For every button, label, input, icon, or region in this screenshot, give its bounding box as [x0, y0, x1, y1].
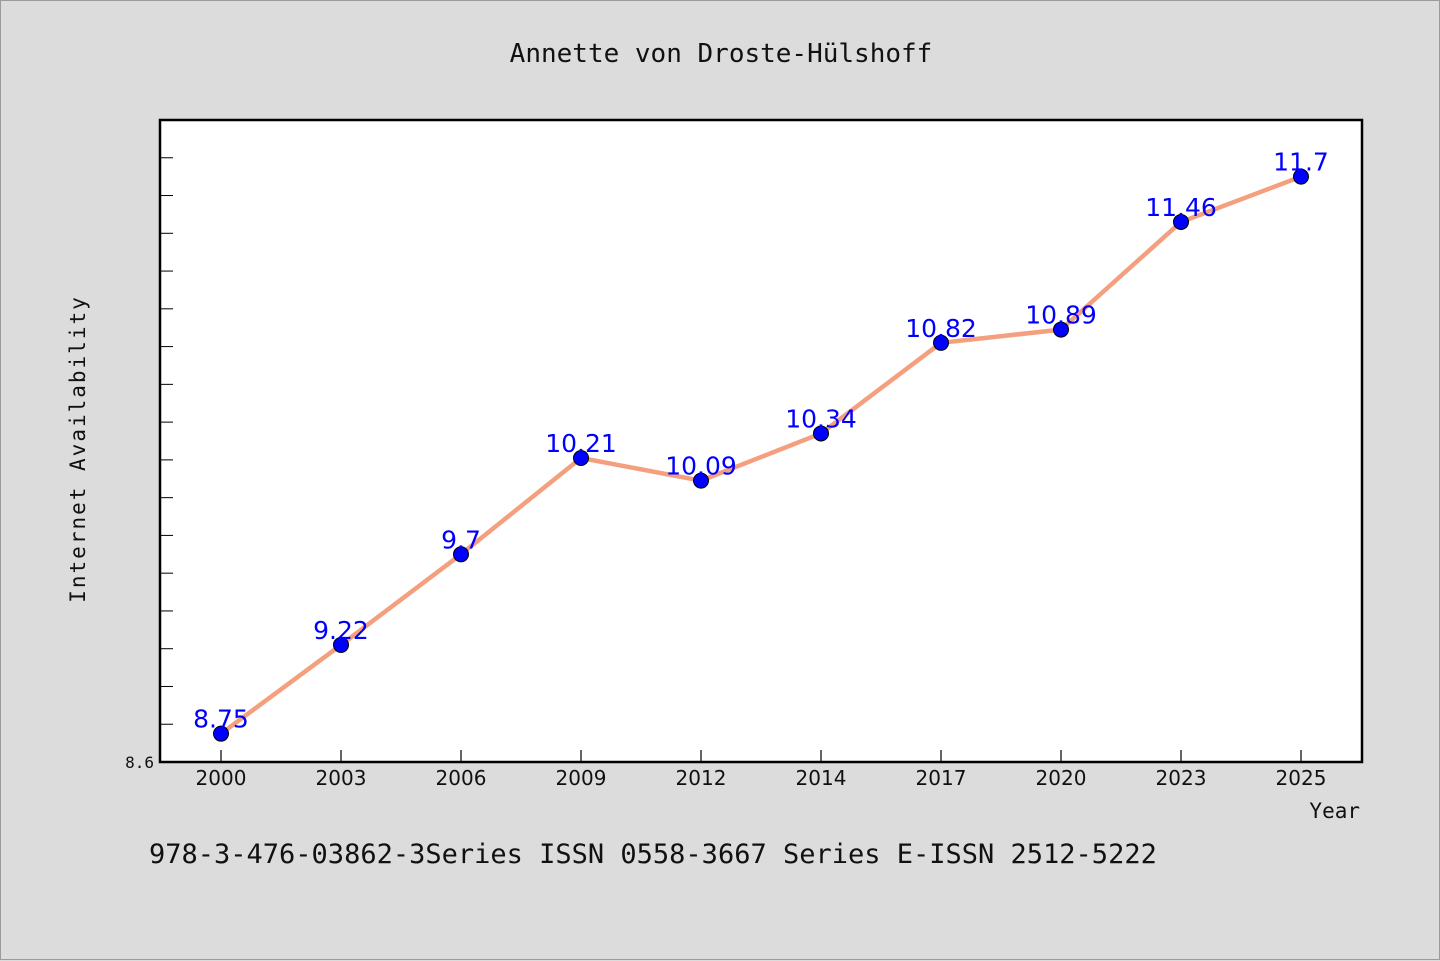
data-label: 10.89	[1025, 301, 1097, 330]
data-point	[1293, 168, 1309, 185]
x-tick-label: 2017	[916, 766, 967, 790]
data-label: 10.21	[545, 429, 617, 458]
footer-isbn-text: 978-3-476-03862-3Series ISSN 0558-3667 S…	[149, 839, 1157, 870]
data-point	[333, 636, 349, 653]
data-label: 9.7	[441, 525, 481, 554]
x-tick-label: 2012	[676, 766, 727, 790]
data-point	[813, 425, 829, 442]
data-label: 8.75	[193, 705, 249, 734]
data-point	[1173, 213, 1189, 230]
x-axis-ticks	[220, 750, 1302, 762]
data-label: 11.46	[1145, 193, 1217, 222]
data-point	[1053, 321, 1069, 338]
x-tick-label: 2003	[316, 766, 367, 790]
x-tick-label: 2014	[796, 766, 847, 790]
data-label: 9.22	[313, 616, 369, 645]
data-label: 10.34	[785, 404, 857, 433]
x-tick-label: 2006	[436, 766, 487, 790]
series-line	[218, 174, 1304, 736]
x-tick-label: 2020	[1036, 766, 1087, 790]
data-point	[933, 334, 949, 351]
chart-title: Annette von Droste-Hülshoff	[510, 39, 933, 69]
data-point	[573, 449, 589, 466]
plot-area	[158, 118, 1364, 764]
data-labels: 8.75 9.22 9.7 10.21 10.09 10.34 10.82 10.89 11.4…	[193, 148, 1329, 734]
x-axis-tick-labels: 2000 2003 2006 2009 2012 2014 2017 2020 2023 2025	[196, 766, 1327, 790]
x-tick-label: 2009	[556, 766, 607, 790]
x-tick-label: 2023	[1156, 766, 1207, 790]
x-tick-label: 2000	[196, 766, 247, 790]
data-point	[693, 472, 709, 489]
data-label: 10.82	[905, 314, 977, 343]
y-axis-label: Internet Availability	[66, 295, 90, 603]
data-label: 10.09	[665, 452, 737, 481]
y-tick-label: 8.6	[125, 753, 154, 772]
y-axis-tick-labels: 8.6	[125, 753, 154, 772]
x-tick-label: 2025	[1276, 766, 1327, 790]
x-axis-label: Year	[1309, 799, 1360, 823]
series-markers	[213, 168, 1309, 742]
y-axis-ticks	[160, 157, 173, 763]
data-label: 11.7	[1273, 148, 1329, 177]
data-point	[453, 546, 469, 563]
data-point	[213, 725, 229, 742]
